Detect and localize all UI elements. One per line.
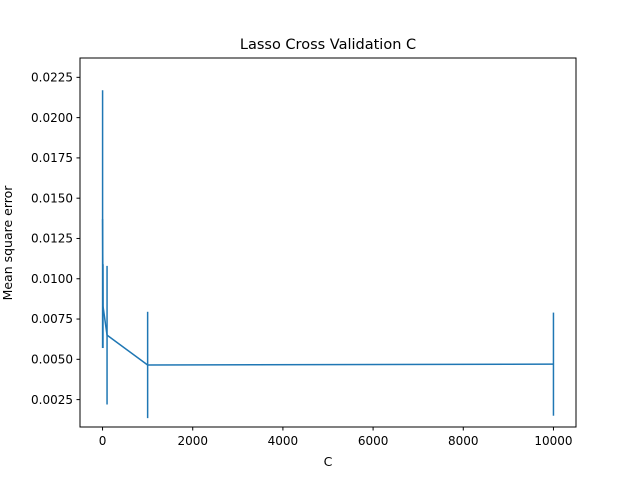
plot-area: 0 2000 4000 6000 8000 10000 0.0025 0.0050 0.0075…	[31, 57, 577, 448]
x-tick-label: 8000	[448, 434, 479, 448]
x-tick-label: 10000	[534, 434, 572, 448]
y-tick-label: 0.0125	[31, 232, 73, 246]
x-tick-label: 0	[99, 434, 107, 448]
x-axis-label: C	[324, 454, 333, 469]
chart-title: Lasso Cross Validation C	[240, 37, 416, 53]
y-tick-label: 0.0100	[31, 272, 73, 286]
y-tick-label: 0.0225	[31, 71, 73, 85]
y-tick-label: 0.0050	[31, 353, 73, 367]
y-tick-label: 0.0200	[31, 111, 73, 125]
y-tick-label: 0.0075	[31, 312, 73, 326]
x-tick-label: 2000	[177, 434, 208, 448]
axes-frame	[79, 57, 577, 428]
y-tick-label: 0.0150	[31, 191, 73, 205]
y-tick-label: 0.0025	[31, 393, 73, 407]
series-line	[101, 219, 554, 366]
x-tick-label: 6000	[358, 434, 389, 448]
x-tick-label: 4000	[268, 434, 299, 448]
y-axis-label: Mean square error	[0, 185, 15, 301]
y-tick-label: 0.0175	[31, 151, 73, 165]
